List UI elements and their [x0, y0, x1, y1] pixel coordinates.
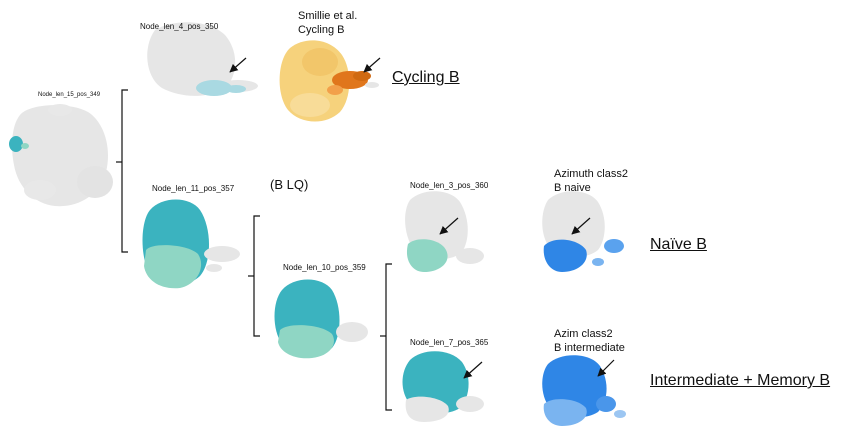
- ref-naive-title: Azimuth class2: [554, 168, 628, 180]
- node-10-label: Node_len_10_pos_359: [283, 263, 366, 272]
- annotation-naive-b: Naïve B: [650, 236, 707, 253]
- annotation-cycling-b: Cycling B: [392, 69, 460, 86]
- umap-ref-cycling: [279, 40, 379, 122]
- node-11-label: Node_len_11_pos_357: [152, 184, 235, 193]
- umap-node-10: [274, 279, 368, 359]
- node-3-label: Node_len_3_pos_360: [410, 181, 489, 190]
- tree-branches: [116, 89, 392, 411]
- umap-node-7: [402, 351, 484, 422]
- ref-intermediate-title: Azim class2: [554, 328, 613, 340]
- ref-cycling-subtitle: Cycling B: [298, 24, 345, 36]
- umap-root: [9, 104, 113, 207]
- arrows: [229, 57, 615, 379]
- umap-node-4: [147, 22, 258, 96]
- node-11-note: (B LQ): [270, 177, 309, 192]
- node-4-label: Node_len_4_pos_350: [140, 22, 219, 31]
- ref-naive-subtitle: B naive: [554, 182, 591, 194]
- root-node-label: Node_len_15_pos_349: [38, 92, 101, 98]
- annotation-intermediate-memory-b: Intermediate + Memory B: [650, 372, 831, 389]
- umap-ref-naive: [542, 191, 624, 272]
- umap-ref-intermediate: [542, 355, 626, 426]
- ref-cycling-title: Smillie et al.: [298, 10, 358, 22]
- node-7-label: Node_len_7_pos_365: [410, 338, 489, 347]
- ref-intermediate-subtitle: B intermediate: [554, 342, 625, 354]
- umap-node-11: [142, 199, 240, 289]
- umap-node-3: [405, 191, 484, 272]
